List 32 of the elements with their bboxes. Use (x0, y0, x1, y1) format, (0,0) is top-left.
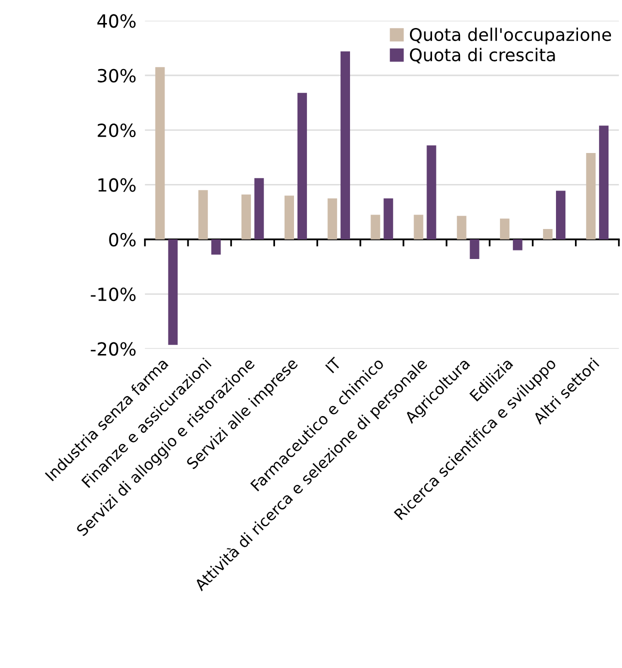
bar (254, 178, 264, 240)
bar (470, 239, 480, 260)
bar (512, 239, 522, 250)
bar (297, 92, 307, 240)
bar (384, 198, 394, 240)
bar (456, 216, 466, 240)
bar (426, 145, 436, 240)
bar (211, 239, 221, 255)
y-tick-label: 10% (98, 178, 136, 192)
bar (284, 196, 294, 240)
bar (370, 214, 380, 240)
y-tick-label: 0% (109, 232, 136, 246)
bar (543, 228, 553, 240)
y-tick-label: 30% (98, 68, 136, 82)
y-tick-label: 20% (98, 123, 136, 138)
bar (340, 51, 350, 240)
bar (155, 67, 165, 240)
bar (556, 190, 566, 240)
bar (241, 194, 251, 240)
y-tick-label: -10% (90, 287, 136, 302)
bar (414, 214, 424, 240)
y-tick-label: 40% (97, 14, 136, 28)
bar (198, 190, 208, 240)
legend-label: Quota dell'occupazione (410, 28, 612, 44)
bar (586, 152, 596, 240)
y-tick-label: -20% (90, 342, 136, 356)
bar (500, 218, 510, 240)
bar (328, 198, 338, 240)
legend-label: Quota di crescita (410, 48, 555, 64)
x-tick-label: IT (325, 356, 342, 374)
bar (599, 126, 609, 240)
bar (168, 239, 178, 345)
